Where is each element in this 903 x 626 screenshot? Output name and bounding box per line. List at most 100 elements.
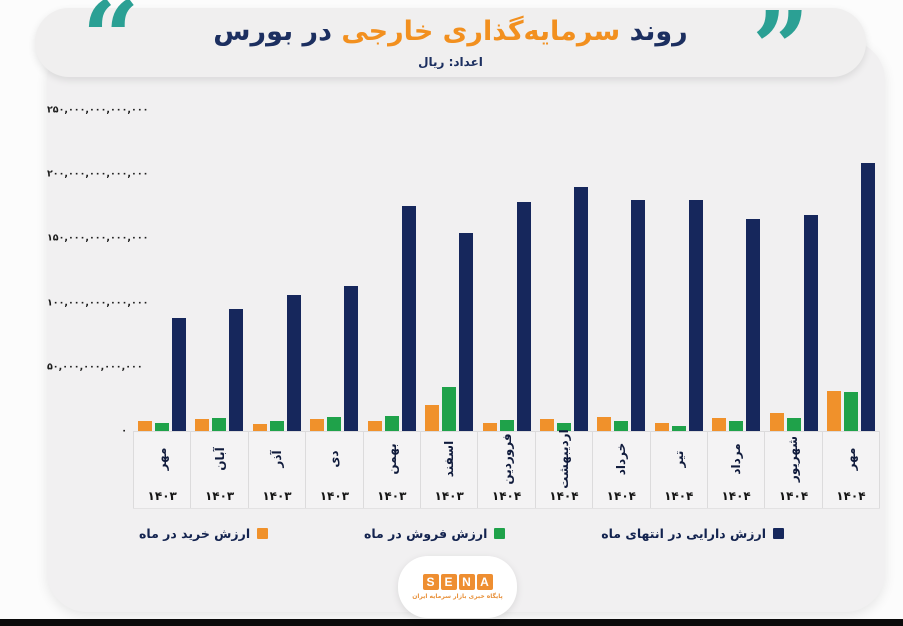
bar-series-0	[425, 405, 440, 431]
y-axis-tick-label: ۰	[121, 425, 127, 437]
bar-group-اسفند	[420, 233, 477, 431]
x-axis-cell: دی ۱۴۰۳	[305, 432, 363, 508]
x-axis-cell: مهر ۱۴۰۴	[821, 432, 881, 508]
bar-series-1	[614, 420, 629, 431]
legend-swatch	[494, 527, 506, 539]
bar-series-0	[827, 391, 842, 431]
x-axis-cell: بهمن ۱۴۰۳	[362, 432, 420, 508]
x-axis-month-label: شهریور	[786, 435, 801, 483]
bar-series-1	[154, 423, 169, 431]
x-axis-month-label: مهر	[843, 447, 858, 471]
x-axis-cell: آذر ۱۴۰۳	[247, 432, 306, 508]
x-axis-cell: تیر ۱۴۰۴	[649, 432, 707, 508]
sena-logo-letter: N	[458, 574, 475, 590]
sena-logo-letter: E	[440, 574, 457, 590]
bar-series-2	[688, 199, 703, 431]
bar-series-1	[557, 422, 572, 431]
bar-series-0	[597, 416, 612, 431]
bar-series-2	[803, 215, 818, 431]
bar-series-1	[786, 417, 801, 431]
bar-series-0	[137, 420, 152, 431]
bar-series-1	[269, 420, 284, 431]
x-axis-year-label: ۱۴۰۳	[434, 489, 464, 503]
bottom-black-bar	[0, 619, 903, 626]
title-part-2: سرمایه‌گذاری خارجی	[341, 16, 621, 47]
bar-group-تیر	[650, 199, 707, 431]
bar-series-2	[229, 309, 244, 431]
sena-logo-tagline: پایگاه خبری بازار سرمایه ایران	[412, 593, 503, 600]
bar-series-0	[540, 418, 555, 431]
x-axis-year-label: ۱۴۰۴	[664, 489, 694, 503]
x-axis-year-label: ۱۴۰۳	[204, 489, 235, 503]
x-axis-cell: خرداد ۱۴۰۴	[592, 432, 650, 508]
bar-series-2	[459, 233, 474, 431]
bar-group-مرداد	[708, 219, 765, 431]
plot-area	[133, 110, 880, 431]
x-axis-month-label: تیر	[671, 450, 686, 468]
x-axis-month-label: اردیبهشت	[556, 429, 571, 489]
bar-group-اردیبهشت	[535, 187, 592, 431]
x-axis-year-label: ۱۴۰۴	[721, 489, 751, 503]
page-subtitle: اعداد: ریال	[418, 55, 483, 69]
sena-logo-letter: S	[422, 574, 439, 590]
bar-series-2	[746, 219, 761, 431]
x-axis-month-label: آذر	[269, 450, 284, 468]
bar-series-1	[844, 392, 859, 431]
x-axis-cell: اردیبهشت ۱۴۰۴	[534, 429, 593, 508]
legend-item: ارزش فروش در ماه	[364, 526, 506, 541]
x-axis-year-label: ۱۴۰۴	[549, 489, 579, 503]
legend-item: ارزش دارایی در انتهای ماه	[601, 526, 784, 541]
bar-series-1	[442, 387, 457, 431]
legend-label: ارزش دارایی در انتهای ماه	[601, 525, 766, 541]
legend-swatch	[257, 527, 269, 539]
bar-series-0	[712, 417, 727, 431]
x-axis-cell: اسفند ۱۴۰۳	[419, 432, 478, 508]
legend-label: ارزش خرید در ماه	[139, 525, 251, 541]
y-axis-tick-label: ۲۵۰,۰۰۰,۰۰۰,۰۰۰,۰۰۰	[47, 104, 149, 116]
bar-series-2	[344, 285, 359, 431]
chart-card: ۲۵۰,۰۰۰,۰۰۰,۰۰۰,۰۰۰ ۲۰۰,۰۰۰,۰۰۰,۰۰۰,۰۰۰ ۱۵…	[47, 40, 885, 612]
bar-series-0	[769, 413, 784, 431]
title-part-1: روند	[629, 16, 688, 47]
x-axis-cell: فروردین ۱۴۰۴	[477, 432, 535, 508]
bar-series-0	[195, 419, 210, 431]
x-axis-cell: مهر ۱۴۰۳	[133, 432, 191, 508]
y-axis-tick-label: ۵۰,۰۰۰,۰۰۰,۰۰۰,۰۰۰	[47, 361, 143, 373]
bar-series-1	[384, 415, 399, 431]
x-axis-year-label: ۱۴۰۴	[606, 489, 636, 503]
x-axis-table: مهر ۱۴۰۳ آبان ۱۴۰۳ آذر ۱۴۰۳ دی ۱۴۰۳ بهمن ۱۴۰۳ اسفن…	[133, 429, 881, 509]
bar-series-1	[212, 418, 227, 431]
x-axis-year-label: ۱۴۰۴	[491, 489, 522, 503]
x-axis-cell: مرداد ۱۴۰۴	[706, 432, 765, 508]
bar-series-1	[327, 416, 342, 431]
x-axis-year-label: ۱۴۰۳	[262, 489, 292, 503]
bar-group-آبان	[190, 309, 247, 431]
x-axis-month-label: اسفند	[442, 440, 457, 478]
bar-series-1	[671, 425, 686, 431]
bar-group-مهر	[133, 318, 190, 431]
bar-series-0	[367, 420, 382, 431]
legend-item: ارزش خرید در ماه	[139, 525, 269, 541]
bar-series-2	[286, 294, 301, 431]
bar-series-1	[499, 420, 514, 431]
bar-series-2	[574, 187, 589, 431]
legend: ارزش خرید در ماه ارزش فروش در ماه ارزش دار…	[139, 524, 784, 542]
header-band: روند سرمایه‌گذاری خارجی در بورس اعداد: ر…	[35, 8, 866, 77]
x-axis-month-label: خرداد	[614, 442, 629, 476]
sena-logo-letter: A	[476, 574, 493, 590]
x-axis-month-label: دی	[327, 450, 342, 468]
x-axis-year-label: ۱۴۰۴	[778, 489, 809, 503]
bar-group-بهمن	[363, 206, 420, 431]
bar-series-2	[401, 206, 416, 431]
bar-group-خرداد	[593, 199, 650, 431]
x-axis-year-label: ۱۴۰۳	[377, 489, 407, 503]
bar-group-فروردین	[478, 202, 535, 431]
y-axis-tick-label: ۲۰۰,۰۰۰,۰۰۰,۰۰۰,۰۰۰	[47, 168, 149, 180]
bar-group-دی	[305, 285, 362, 431]
x-axis-year-label: ۱۴۰۳	[319, 489, 350, 503]
x-axis-month-label: مرداد	[729, 443, 744, 475]
y-axis-tick-label: ۱۰۰,۰۰۰,۰۰۰,۰۰۰,۰۰۰	[47, 297, 149, 309]
x-axis-cell: شهریور ۱۴۰۴	[764, 432, 822, 508]
bar-series-1	[729, 421, 744, 431]
